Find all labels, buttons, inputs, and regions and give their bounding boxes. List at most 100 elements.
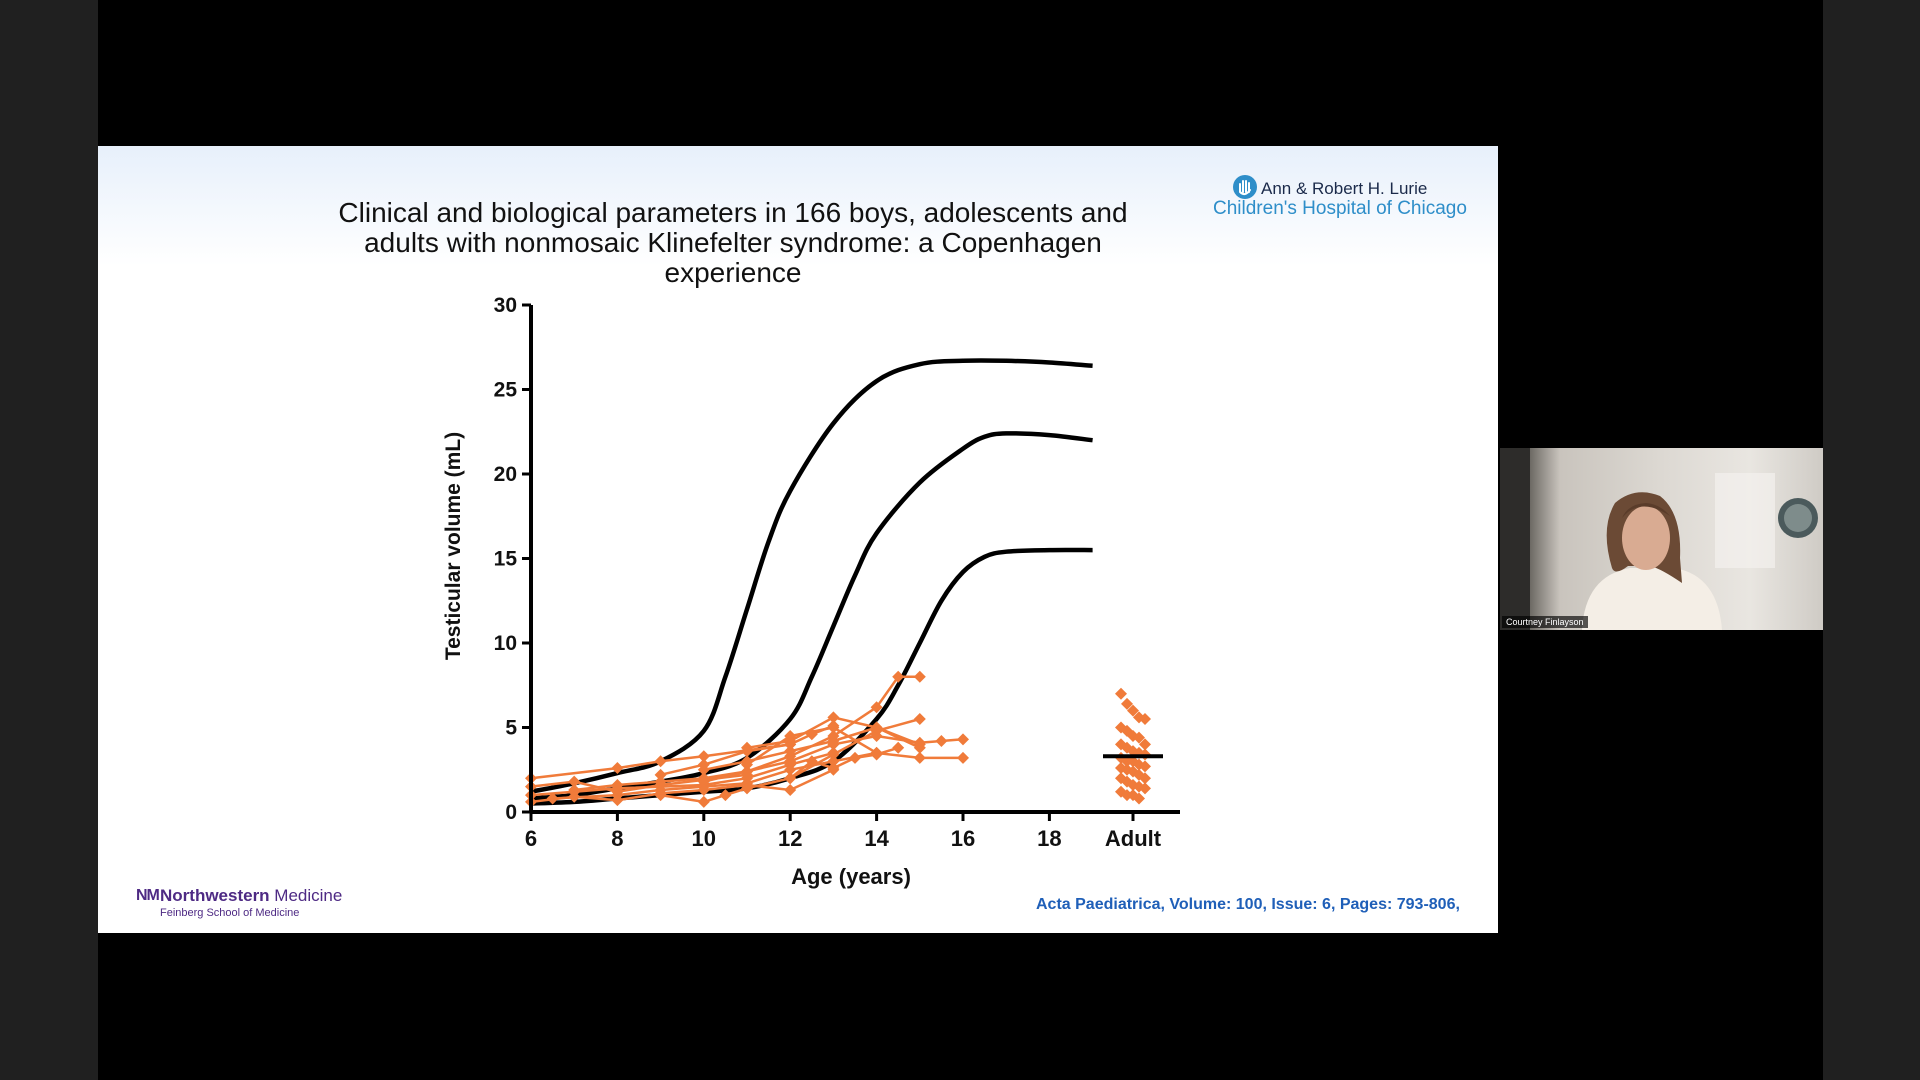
patient-line: [574, 675, 920, 792]
data-point: [568, 784, 581, 797]
y-tick-label: 25: [494, 379, 518, 402]
data-point: [784, 784, 797, 797]
y-tick-label: 20: [494, 463, 517, 486]
data-point: [568, 790, 581, 803]
data-point: [1139, 738, 1151, 751]
citation: Acta Paediatrica, Volume: 100, Issue: 6,…: [1036, 896, 1460, 913]
x-tick-label: 8: [611, 826, 623, 851]
data-point: [1133, 792, 1145, 805]
participant-video-tile[interactable]: Courtney Finlayson: [1500, 448, 1823, 630]
y-tick-label: 10: [494, 632, 517, 655]
data-point: [913, 751, 926, 764]
data-point: [611, 778, 624, 791]
data-point: [784, 755, 797, 768]
lurie-logo-line1: Ann & Robert H. Lurie: [1261, 179, 1428, 198]
y-axis-label: Testicular volume (mL): [442, 432, 465, 660]
nm-logo-name: Northwestern Medicine: [160, 886, 342, 906]
data-point: [805, 728, 818, 741]
patient-line: [552, 751, 877, 800]
x-tick-label: 12: [778, 826, 802, 851]
slide-title: Clinical and biological parameters in 16…: [338, 197, 1128, 288]
x-tick-label: 14: [864, 826, 889, 851]
data-point: [957, 751, 969, 764]
data-point: [827, 762, 840, 775]
x-axis-label: Age (years): [791, 864, 911, 889]
participant-silhouette: [1500, 448, 1818, 630]
data-point: [913, 738, 926, 751]
nm-mark-icon: NM: [136, 887, 160, 904]
data-point: [1139, 713, 1151, 726]
right-letterbox: [1823, 0, 1920, 1080]
nm-logo-name-bold: Northwestern: [160, 886, 270, 905]
data-point: [1127, 704, 1139, 717]
data-point: [784, 772, 797, 785]
data-point: [784, 763, 797, 776]
y-tick-label: 30: [494, 294, 517, 317]
data-point: [611, 762, 624, 775]
lurie-logo-line2: Children's Hospital of Chicago: [1213, 198, 1467, 219]
data-point: [741, 745, 753, 758]
patient-series: [525, 670, 969, 808]
data-point: [1115, 687, 1127, 700]
data-point: [741, 758, 753, 771]
x-tick-label: 6: [525, 826, 537, 851]
nm-logo-subtitle: Feinberg School of Medicine: [160, 907, 300, 919]
data-point: [611, 794, 624, 807]
data-point: [697, 758, 710, 771]
data-point: [827, 755, 840, 768]
x-tick-label-adult: Adult: [1105, 826, 1162, 851]
data-point: [784, 738, 797, 751]
data-point: [827, 711, 840, 724]
data-point: [697, 750, 710, 763]
data-point: [870, 748, 883, 761]
data-point: [654, 787, 667, 800]
data-point: [568, 775, 581, 788]
data-point: [957, 733, 969, 746]
data-point: [827, 719, 840, 732]
reference-curve: [530, 431, 1093, 801]
patient-line: [746, 726, 963, 766]
chart-axes: 0 5 10 15 20 25 30 6 8 10 12 14 16 18 Adult: [494, 294, 1180, 851]
data-point: [1133, 731, 1145, 744]
data-point: [870, 729, 883, 742]
hand-icon: [1233, 175, 1257, 199]
data-point: [849, 751, 861, 764]
data-point: [1139, 782, 1151, 795]
data-point: [719, 789, 732, 802]
data-point: [654, 755, 667, 768]
left-letterbox: [0, 0, 98, 1080]
data-point: [892, 741, 905, 754]
reference-curve: [530, 358, 1093, 794]
x-tick-label: 10: [692, 826, 716, 851]
x-tick-label: 16: [951, 826, 975, 851]
data-point: [913, 670, 926, 683]
data-point: [935, 735, 948, 748]
y-tick-label: 5: [505, 717, 517, 740]
x-tick-label: 18: [1037, 826, 1061, 851]
data-point: [1139, 760, 1151, 773]
data-point: [741, 765, 753, 778]
northwestern-medicine-logo: NM Northwestern Medicine Feinberg School…: [136, 886, 376, 926]
patient-line: [530, 768, 834, 804]
y-tick-label: 0: [505, 801, 517, 824]
adult-values: [1103, 687, 1163, 805]
data-point: [784, 745, 797, 758]
shared-slide: Clinical and biological parameters in 16…: [98, 146, 1498, 933]
data-point: [870, 721, 883, 734]
data-point: [697, 784, 710, 797]
data-point: [870, 701, 883, 714]
data-point: [697, 775, 710, 788]
data-point: [892, 670, 905, 683]
lurie-childrens-logo: Ann & Robert H. Lurie Children's Hospita…: [1213, 171, 1488, 221]
data-point: [1121, 697, 1133, 710]
nm-logo-name-regular: Medicine: [269, 886, 343, 905]
data-point: [654, 775, 667, 788]
data-point: [697, 795, 710, 808]
data-point: [805, 755, 818, 768]
data-point: [654, 768, 667, 781]
data-point: [1139, 772, 1151, 785]
data-point: [827, 735, 840, 748]
y-tick-label: 15: [494, 548, 518, 571]
data-point: [827, 748, 840, 761]
participant-name: Courtney Finlayson: [1502, 616, 1588, 628]
